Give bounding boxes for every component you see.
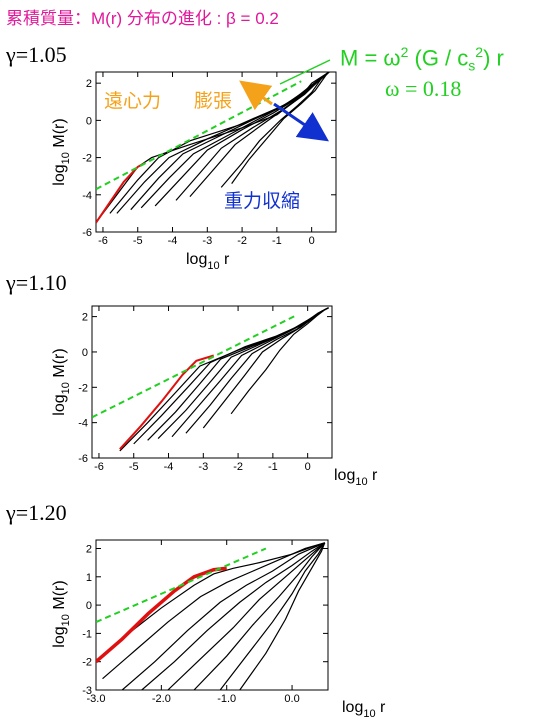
y-tick-label: -4 xyxy=(78,418,88,430)
y-tick-label: 1 xyxy=(86,572,92,584)
expansion-arrow-icon xyxy=(239,80,273,111)
collapse-label: 重力収縮 xyxy=(224,191,301,212)
x-tick-label: -2 xyxy=(233,461,243,473)
series-line-8 xyxy=(239,542,326,690)
collapse-arrow-icon xyxy=(273,102,329,142)
plot-area xyxy=(92,307,329,452)
reference-line xyxy=(96,80,302,191)
series-line-4 xyxy=(130,72,330,211)
y-tick-label: -1 xyxy=(82,628,92,640)
series-line-3 xyxy=(116,72,330,214)
gamma-label-3: γ=1.20 xyxy=(6,500,67,525)
x-axis-label: log10 r xyxy=(334,467,378,488)
series-line-5 xyxy=(167,542,326,690)
formula-pointer-line xyxy=(279,59,331,85)
plot-frame xyxy=(95,71,337,233)
series-line-6 xyxy=(185,307,329,434)
series-line-3 xyxy=(121,542,325,690)
y-tick-label: 0 xyxy=(82,347,88,359)
x-tick-label: -6 xyxy=(98,235,108,247)
y-tick-label: -6 xyxy=(78,453,88,465)
x-tick-label: -1.0 xyxy=(217,693,236,705)
x-tick-label: 0 xyxy=(305,461,311,473)
x-tick-label: -1 xyxy=(272,235,282,247)
series-line-10 xyxy=(231,72,330,184)
series-line-8 xyxy=(189,72,330,198)
plot-frame xyxy=(95,539,329,691)
x-tick-label: -6 xyxy=(94,461,104,473)
highlight-curve xyxy=(96,162,146,224)
series-line-5 xyxy=(140,72,330,209)
y-tick-label: 0 xyxy=(86,115,92,127)
series-line-1 xyxy=(96,542,325,663)
series-line-5 xyxy=(171,307,329,438)
y-axis-label: log10 M(r) xyxy=(51,580,72,647)
reference-line xyxy=(96,547,267,623)
plot-frame xyxy=(91,305,333,459)
x-tick-label: -2 xyxy=(237,235,247,247)
plot-area xyxy=(96,542,326,690)
series-line-8 xyxy=(230,307,329,415)
centrifugal-label: 遠心力 xyxy=(104,91,162,112)
series-line-3 xyxy=(147,307,329,441)
y-tick-label: -6 xyxy=(82,227,92,239)
series-line-2 xyxy=(102,542,325,680)
y-tick-label: -4 xyxy=(82,190,92,202)
series-line-6 xyxy=(193,542,326,690)
x-tick-label: -4 xyxy=(164,461,174,473)
x-tick-label: -3 xyxy=(202,235,212,247)
x-tick-label: -3.0 xyxy=(87,693,106,705)
omega-value: ω = 0.18 xyxy=(385,76,462,101)
x-tick-label: -2.0 xyxy=(152,693,171,705)
y-tick-label: -2 xyxy=(82,657,92,669)
gamma-label-2: γ=1.10 xyxy=(6,270,67,295)
x-tick-label: 0.0 xyxy=(284,693,299,705)
y-axis-label: log10 M(r) xyxy=(51,348,72,415)
y-tick-label: 2 xyxy=(86,543,92,555)
page-title: 累積質量：M(r) 分布の進化 : β = 0.2 xyxy=(6,9,279,28)
x-tick-label: -1 xyxy=(268,461,278,473)
chart-panel-1: -6 -5 -4 -3 -2 -1 0 -6 -4 -2 0 2 log10 r log10 M(r) xyxy=(51,71,337,272)
x-axis-label: log10 r xyxy=(186,251,230,272)
y-tick-label: -2 xyxy=(78,382,88,394)
y-axis-label: log10 M(r) xyxy=(51,118,72,185)
series-line-4 xyxy=(141,542,326,690)
y-tick-label: 2 xyxy=(86,78,92,90)
x-tick-label: -3 xyxy=(198,461,208,473)
y-tick-label: 0 xyxy=(86,600,92,612)
gamma-label-1: γ=1.05 xyxy=(6,42,67,67)
x-tick-label: -5 xyxy=(133,235,143,247)
y-tick-label: -2 xyxy=(82,153,92,165)
highlight-curve xyxy=(119,354,215,450)
highlight-curve xyxy=(96,566,227,664)
chart-panel-2: -6 -5 -4 -3 -2 -1 0 -6 -4 -2 0 2 log10 r log10 M(r) xyxy=(51,305,378,488)
chart-panel-3: -3.0 -2.0 -1.0 0.0 -3 -2 -1 0 1 2 log10 r log10 M(r… xyxy=(51,539,386,720)
y-tick-label: -3 xyxy=(82,685,92,697)
x-tick-label: 0 xyxy=(309,235,315,247)
series-line-7 xyxy=(219,542,326,690)
x-tick-label: -5 xyxy=(129,461,139,473)
x-axis-label: log10 r xyxy=(342,699,386,720)
x-tick-label: -4 xyxy=(168,235,178,247)
reference-line xyxy=(92,313,298,419)
y-tick-label: 2 xyxy=(82,312,88,324)
expansion-label: 膨張 xyxy=(194,91,233,112)
reference-formula: M = ω2 (G / cs2) r xyxy=(340,44,504,74)
series-line-7 xyxy=(175,72,330,201)
plot-area xyxy=(96,72,330,224)
